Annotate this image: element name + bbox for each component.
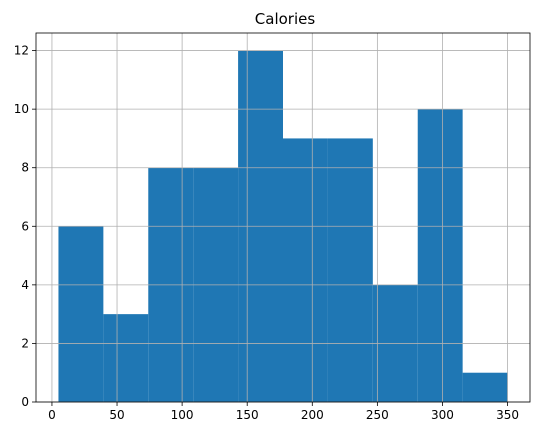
x-tick-label: 300 (431, 408, 454, 422)
x-tick-label: 150 (236, 408, 259, 422)
x-tick-label: 250 (366, 408, 389, 422)
y-tick-label: 10 (14, 102, 29, 116)
histogram-bar (462, 372, 508, 402)
x-tick-label: 0 (48, 408, 56, 422)
x-tick-label: 50 (109, 408, 124, 422)
plot-frame (35, 32, 531, 403)
y-tick-label: 4 (21, 278, 29, 292)
x-tick-label: 100 (171, 408, 194, 422)
y-tick-label: 6 (21, 219, 29, 233)
ticks: 0 50 100 150 200 250 300 350 0 2 4 6 8 10 12 (14, 44, 519, 422)
histogram-bar (58, 226, 104, 402)
histogram-bar (103, 314, 149, 402)
axes (35, 32, 531, 403)
x-tick-label: 350 (496, 408, 519, 422)
x-tick-label: 200 (301, 408, 324, 422)
y-tick-label: 12 (14, 44, 29, 58)
histogram-bar (283, 138, 328, 402)
histogram-bar (417, 109, 463, 403)
chart-title: Calories (255, 10, 316, 28)
histogram-bar (327, 138, 373, 402)
y-tick-label: 2 (21, 336, 29, 350)
y-tick-label: 0 (21, 395, 29, 409)
y-tick-label: 8 (21, 161, 29, 175)
